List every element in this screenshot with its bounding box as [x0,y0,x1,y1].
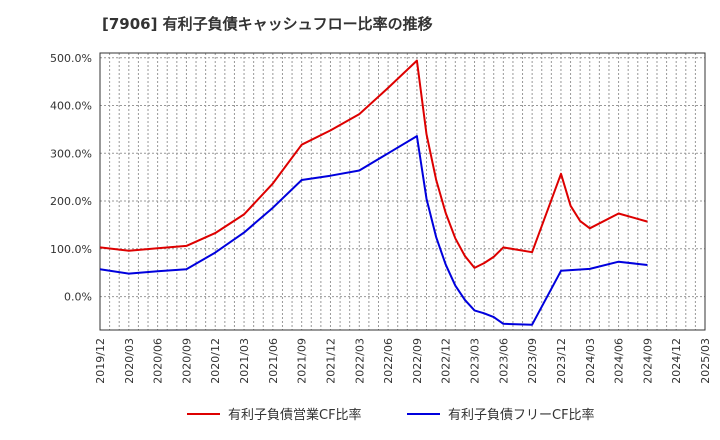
y-tick-label: 400.0% [50,100,92,113]
x-tick-label: 2021/03 [238,338,251,384]
x-tick-label: 2023/03 [469,338,482,384]
grid [99,53,706,330]
x-tick-label: 2021/06 [267,338,280,384]
x-tick-label: 2024/06 [613,338,626,384]
y-tick-label: 200.0% [50,195,92,208]
legend-label-free-cf: 有利子負債フリーCF比率 [448,407,595,423]
x-tick-label: 2023/12 [555,338,568,384]
x-tick-label: 2024/03 [584,338,597,384]
x-tick-label: 2020/03 [123,338,136,384]
x-tick-label: 2021/09 [296,338,309,384]
x-tick-label: 2022/12 [440,338,453,384]
y-tick-label: 300.0% [50,147,92,160]
chart-title: [7906] 有利子負債キャッシュフロー比率の推移 [102,15,433,33]
x-tick-label: 2020/09 [180,338,193,384]
x-tick-label: 2020/06 [152,338,165,384]
x-tick-label: 2022/06 [382,338,395,384]
x-tick-label: 2023/09 [526,338,539,384]
y-tick-label: 0.0% [64,291,92,304]
x-tick-label: 2025/03 [699,338,712,384]
plot-area [99,52,706,331]
y-tick-label: 100.0% [50,243,92,256]
x-tick-label: 2024/09 [641,338,654,384]
x-tick-label: 2024/12 [670,338,683,384]
y-axis: 0.0% 100.0% 200.0% 300.0% 400.0% 500.0% [50,52,92,304]
x-tick-label: 2020/12 [209,338,222,384]
legend: 有利子負債営業CF比率 有利子負債フリーCF比率 [187,407,595,423]
x-tick-label: 2019/12 [94,338,107,384]
y-tick-label: 500.0% [50,52,92,65]
legend-label-operating-cf: 有利子負債営業CF比率 [228,407,362,423]
series-line-free-cf [99,135,648,326]
series-lines [99,59,648,326]
x-tick-label: 2023/06 [497,338,510,384]
x-tick-label: 2022/09 [411,338,424,384]
x-tick-label: 2022/03 [353,338,366,384]
x-axis: 2019/12 2020/03 2020/06 2020/09 2020/12 2021/… [94,338,712,384]
x-tick-label: 2021/12 [324,338,337,384]
series-line-operating-cf [99,59,648,269]
